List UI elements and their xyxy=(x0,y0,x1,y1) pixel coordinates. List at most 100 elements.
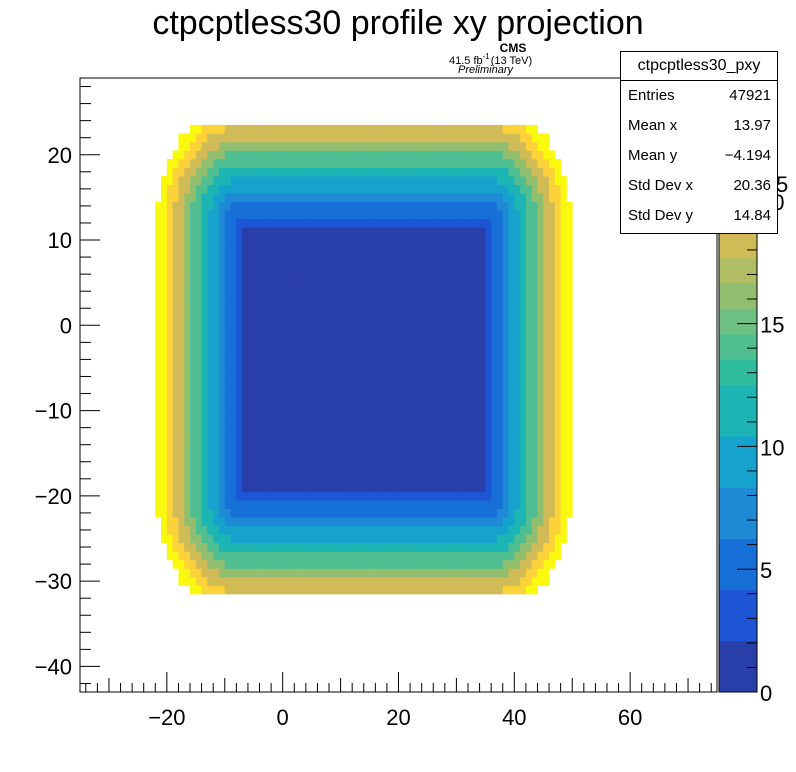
heatmap-cell xyxy=(346,440,353,450)
heatmap-cell xyxy=(288,500,295,510)
palette-band xyxy=(719,308,757,335)
heatmap-cell xyxy=(300,517,307,527)
heatmap-cell xyxy=(242,534,249,544)
heatmap-cell xyxy=(259,500,266,510)
heatmap-cell xyxy=(166,389,174,399)
heatmap-cell xyxy=(433,303,440,313)
heatmap-cell xyxy=(323,414,330,424)
heatmap-cell xyxy=(161,534,168,544)
heatmap-cell xyxy=(410,559,417,569)
heatmap-cell xyxy=(357,184,365,194)
heatmap-cell xyxy=(334,474,341,484)
heatmap-cell xyxy=(496,474,504,484)
heatmap-cell xyxy=(514,568,521,578)
heatmap-cell xyxy=(329,474,336,484)
heatmap-cell xyxy=(242,141,249,151)
heatmap-cell xyxy=(294,491,301,501)
heatmap-cell xyxy=(207,269,214,279)
heatmap-cell xyxy=(317,269,324,279)
heatmap-cell xyxy=(276,124,284,134)
heatmap-cell xyxy=(520,474,527,484)
heatmap-cell xyxy=(444,585,452,595)
heatmap-cell xyxy=(491,500,498,510)
heatmap-cell xyxy=(300,141,307,151)
heatmap-cell xyxy=(282,372,289,382)
heatmap-cell xyxy=(491,457,498,467)
heatmap-cell xyxy=(375,201,382,211)
heatmap-cell xyxy=(352,534,359,544)
heatmap-cell xyxy=(381,466,388,475)
heatmap-cell xyxy=(213,568,220,578)
heatmap-cell xyxy=(253,193,260,203)
heatmap-cell xyxy=(479,440,486,450)
heatmap-cell xyxy=(450,414,457,424)
heatmap-cell xyxy=(213,576,220,586)
heatmap-cell xyxy=(195,184,203,194)
heatmap-cell xyxy=(433,457,440,467)
heatmap-cell xyxy=(207,159,214,168)
heatmap-cell xyxy=(537,576,544,586)
heatmap-cell xyxy=(305,261,313,271)
heatmap-cell xyxy=(288,227,295,237)
heatmap-cell xyxy=(491,448,498,458)
heatmap-cell xyxy=(398,440,405,450)
heatmap-cell xyxy=(549,431,556,441)
heatmap-cell xyxy=(439,184,446,194)
heatmap-cell xyxy=(392,423,399,433)
heatmap-cell xyxy=(381,329,388,339)
heatmap-cell xyxy=(415,201,423,211)
heatmap-cell xyxy=(230,278,237,288)
heatmap-cell xyxy=(300,261,307,271)
heatmap-cell xyxy=(549,184,556,194)
heatmap-cell xyxy=(178,141,185,151)
heatmap-cell xyxy=(439,576,446,586)
heatmap-cell xyxy=(346,295,353,305)
heatmap-cell xyxy=(218,568,226,578)
heatmap-cell xyxy=(352,261,359,271)
heatmap-cell xyxy=(525,295,533,305)
heatmap-cell xyxy=(323,184,330,194)
heatmap-cell xyxy=(259,124,266,134)
heatmap-cell xyxy=(444,508,452,518)
heatmap-cell xyxy=(386,389,394,399)
heatmap-cell xyxy=(357,227,365,237)
heatmap-cell xyxy=(201,500,208,510)
heatmap-cell xyxy=(386,397,394,407)
heatmap-cell xyxy=(543,406,550,416)
heatmap-cell xyxy=(201,585,208,595)
heatmap-cell xyxy=(537,244,544,254)
heatmap-cell xyxy=(439,363,446,373)
heatmap-cell xyxy=(190,176,197,185)
heatmap-cell xyxy=(317,150,324,160)
heatmap-cell xyxy=(467,508,475,518)
heatmap-cell xyxy=(300,397,307,407)
heatmap-cell xyxy=(404,218,411,228)
heatmap-cell xyxy=(491,389,498,399)
heatmap-cell xyxy=(236,355,243,365)
heatmap-cell xyxy=(415,167,423,177)
heatmap-cell xyxy=(282,133,289,143)
heatmap-cell xyxy=(201,278,208,288)
heatmap-cell xyxy=(346,372,353,382)
heatmap-cell xyxy=(375,431,382,441)
heatmap-cell xyxy=(514,551,521,561)
heatmap-cell xyxy=(531,150,538,160)
heatmap-cell xyxy=(520,218,527,228)
heatmap-cell xyxy=(398,431,405,441)
heatmap-cell xyxy=(172,159,179,168)
heatmap-cell xyxy=(531,372,538,382)
heatmap-cell xyxy=(467,286,475,296)
heatmap-cell xyxy=(491,244,498,254)
heatmap-cell xyxy=(381,440,388,450)
heatmap-cell xyxy=(566,440,573,450)
heatmap-cell xyxy=(537,431,544,441)
heatmap-cell xyxy=(253,542,260,552)
heatmap-cell xyxy=(276,466,284,475)
heatmap-cell xyxy=(213,491,220,501)
heatmap-cell xyxy=(271,235,278,245)
heatmap-cell xyxy=(300,508,307,518)
heatmap-cell xyxy=(323,551,330,561)
heatmap-cell xyxy=(201,184,208,194)
heatmap-cell xyxy=(433,397,440,407)
y-tick-label: −20 xyxy=(35,484,72,509)
